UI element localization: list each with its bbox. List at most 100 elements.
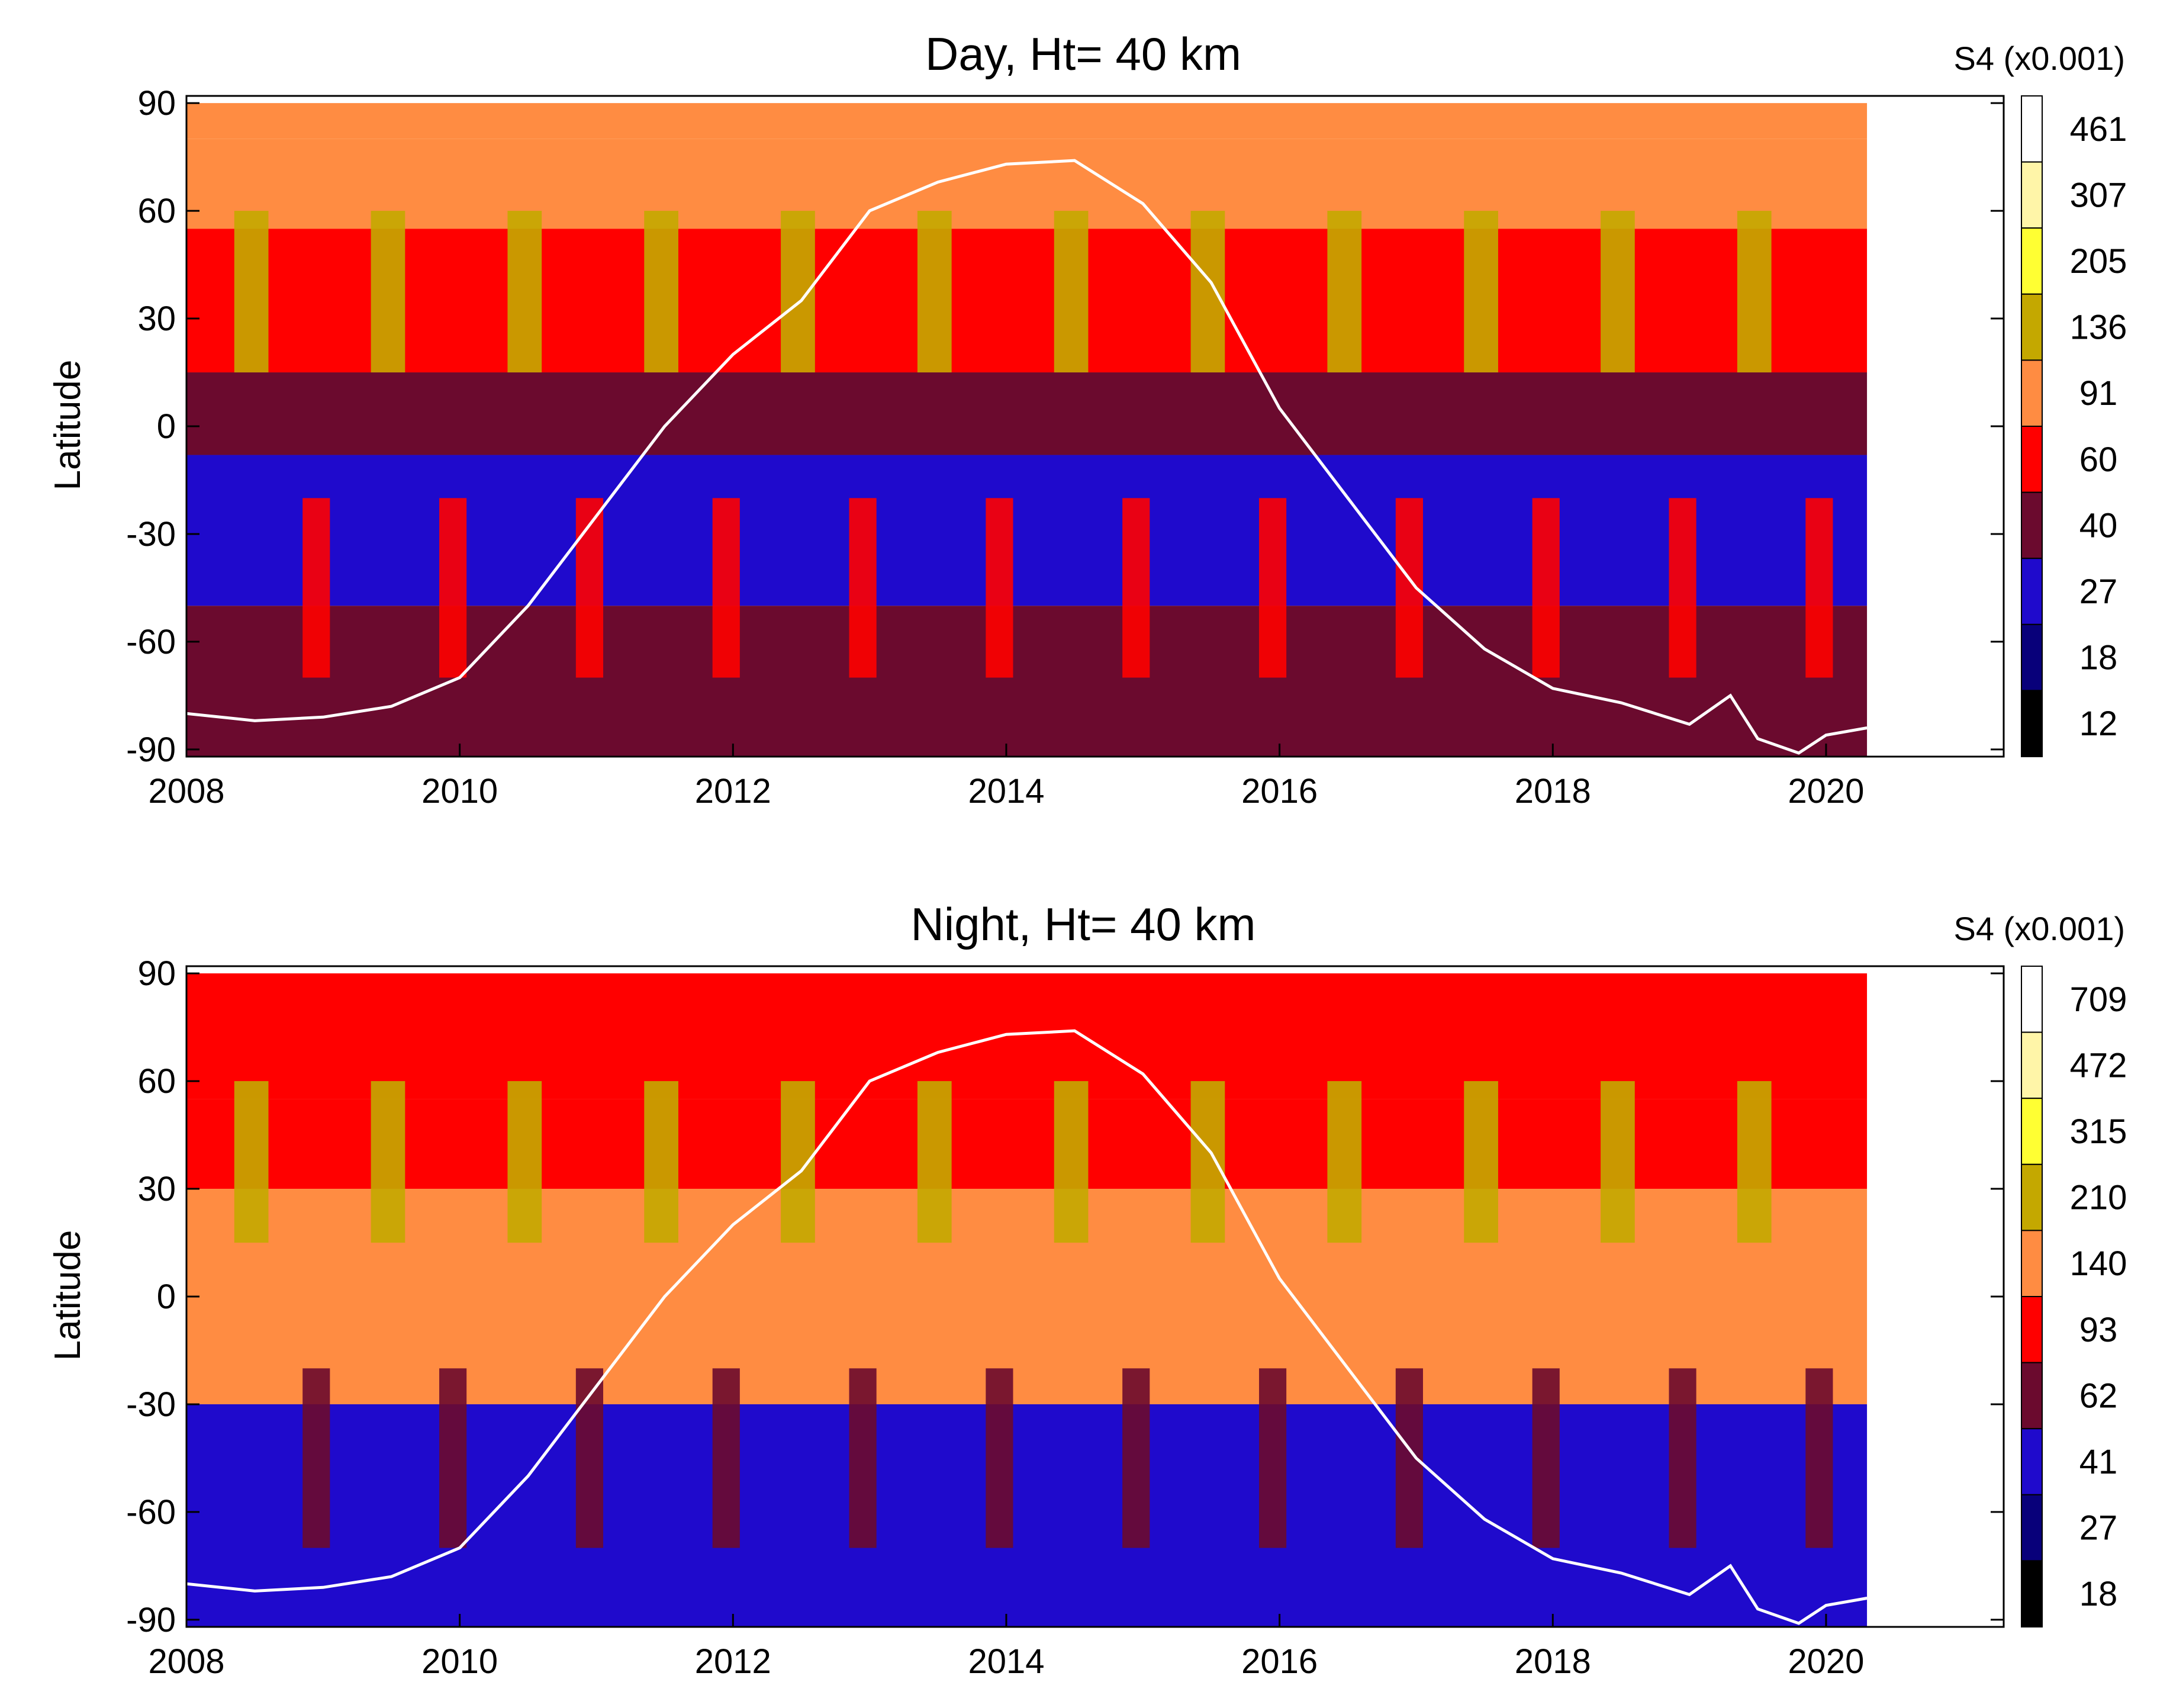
colorbar-swatch <box>2021 426 2043 493</box>
seasonal-patch <box>234 1081 269 1243</box>
y-tick-label: 30 <box>137 1170 176 1208</box>
seasonal-patch <box>986 498 1013 678</box>
seasonal-patch <box>712 1368 740 1548</box>
x-tick-label: 2016 <box>1241 772 1318 810</box>
latitude-band <box>186 455 1868 606</box>
colorbar-label: 18 <box>2079 639 2118 677</box>
colorbar-title: S4 (x0.001) <box>1954 40 2126 77</box>
x-tick-label: 2014 <box>968 1642 1044 1681</box>
seasonal-patch <box>575 498 604 678</box>
colorbar-label: 205 <box>2070 242 2127 281</box>
colorbar-swatch <box>2021 95 2043 163</box>
y-tick-label: 90 <box>137 954 176 993</box>
seasonal-patch <box>1669 1368 1696 1548</box>
x-tick-label: 2014 <box>968 772 1044 810</box>
seasonal-patch <box>1601 211 1635 373</box>
seasonal-patch <box>1532 498 1560 678</box>
colorbar-swatch <box>2021 161 2043 229</box>
colorbar-swatch <box>2021 690 2043 758</box>
colorbar-swatch <box>2021 1031 2043 1099</box>
seasonal-patch <box>439 1368 467 1548</box>
seasonal-patch <box>986 1368 1013 1548</box>
colorbar-swatch <box>2021 1428 2043 1495</box>
panel-title: Night, Ht= 40 km <box>910 898 1255 950</box>
seasonal-patch <box>1395 1368 1423 1548</box>
x-tick-label: 2010 <box>421 772 498 810</box>
seasonal-patch <box>1395 498 1423 678</box>
colorbar-swatch <box>2021 359 2043 427</box>
seasonal-patch <box>1737 211 1772 373</box>
seasonal-patch <box>234 211 269 373</box>
seasonal-patch <box>917 211 952 373</box>
seasonal-patch <box>917 1081 952 1243</box>
seasonal-patch <box>1122 498 1150 678</box>
colorbar-label: 210 <box>2070 1179 2127 1217</box>
colorbar-title: S4 (x0.001) <box>1954 910 2126 947</box>
x-tick-label: 2020 <box>1788 772 1864 810</box>
seasonal-patch <box>1258 498 1287 678</box>
seasonal-patch <box>1054 211 1089 373</box>
seasonal-patch <box>1464 1081 1498 1243</box>
heatmap-field <box>186 973 1868 1627</box>
colorbar-label: 18 <box>2079 1575 2118 1613</box>
colorbar-label: 60 <box>2079 440 2118 479</box>
colorbar-swatch <box>2021 227 2043 295</box>
colorbar-swatch <box>2021 1296 2043 1363</box>
latitude-band <box>186 606 1868 757</box>
latitude-band <box>186 103 1868 139</box>
seasonal-patch <box>1190 1081 1225 1243</box>
seasonal-patch <box>575 1368 604 1548</box>
seasonal-patch <box>371 1081 405 1243</box>
colorbar-label: 40 <box>2079 506 2118 545</box>
solar-activity-line <box>186 159 1868 755</box>
seasonal-patch <box>1327 1081 1362 1243</box>
x-tick-label: 2012 <box>695 772 771 810</box>
colorbar-label: 315 <box>2070 1112 2127 1151</box>
seasonal-patch <box>1601 1081 1635 1243</box>
latitude-band <box>186 1404 1868 1627</box>
colorbar-label: 27 <box>2079 572 2118 611</box>
heatmap-field <box>186 103 1868 757</box>
seasonal-patch <box>302 1368 330 1548</box>
seasonal-patch <box>371 211 405 373</box>
y-tick-label: 0 <box>157 407 176 446</box>
colorbar-swatch <box>2021 1098 2043 1165</box>
y-axis-label: Latitude <box>47 1230 88 1361</box>
colorbar-swatch <box>2021 558 2043 625</box>
colorbar-label: 136 <box>2070 308 2127 347</box>
latitude-band <box>186 229 1868 373</box>
seasonal-patch <box>507 211 542 373</box>
x-tick-label: 2018 <box>1515 1642 1591 1681</box>
colorbar-swatch <box>2021 966 2043 1033</box>
y-tick-label: 0 <box>157 1278 176 1316</box>
colorbar-label: 307 <box>2070 176 2127 214</box>
x-tick-label: 2016 <box>1241 1642 1318 1681</box>
colorbar-label: 41 <box>2079 1443 2118 1481</box>
y-tick-label: 60 <box>137 1062 176 1101</box>
y-axis-label: Latitude <box>47 360 88 491</box>
seasonal-patch <box>1737 1081 1772 1243</box>
seasonal-patch <box>849 1368 877 1548</box>
x-tick-label: 2018 <box>1515 772 1591 810</box>
plot-area: 2008 2010 2012 2014 2016 2018 2020 90 60 30 0 -30 -6… <box>126 84 2127 810</box>
latitude-band <box>186 372 1868 455</box>
colorbar-label: 140 <box>2070 1244 2127 1283</box>
seasonal-patch <box>1258 1368 1287 1548</box>
colorbar-swatch <box>2021 293 2043 361</box>
colorbar-swatch <box>2021 1362 2043 1430</box>
seasonal-patch <box>1122 1368 1150 1548</box>
y-tick-label: -90 <box>126 1601 176 1639</box>
colorbar-label: 472 <box>2070 1046 2127 1085</box>
x-tick-label: 2020 <box>1788 1642 1864 1681</box>
seasonal-patch <box>849 498 877 678</box>
y-tick-label: 60 <box>137 192 176 230</box>
seasonal-patch <box>1054 1081 1089 1243</box>
colorbar-label: 12 <box>2079 705 2118 743</box>
plot-area: 2008 2010 2012 2014 2016 2018 2020 90 60 30 0 -30 -6… <box>126 954 2127 1681</box>
colorbar-swatch <box>2021 623 2043 691</box>
night-panel: Night, Ht= 40 km Latitude S4 (x0.001) 20… <box>47 898 2127 1681</box>
x-tick-label: 2008 <box>148 772 224 810</box>
y-tick-label: 90 <box>137 84 176 123</box>
seasonal-patch <box>1190 211 1225 373</box>
